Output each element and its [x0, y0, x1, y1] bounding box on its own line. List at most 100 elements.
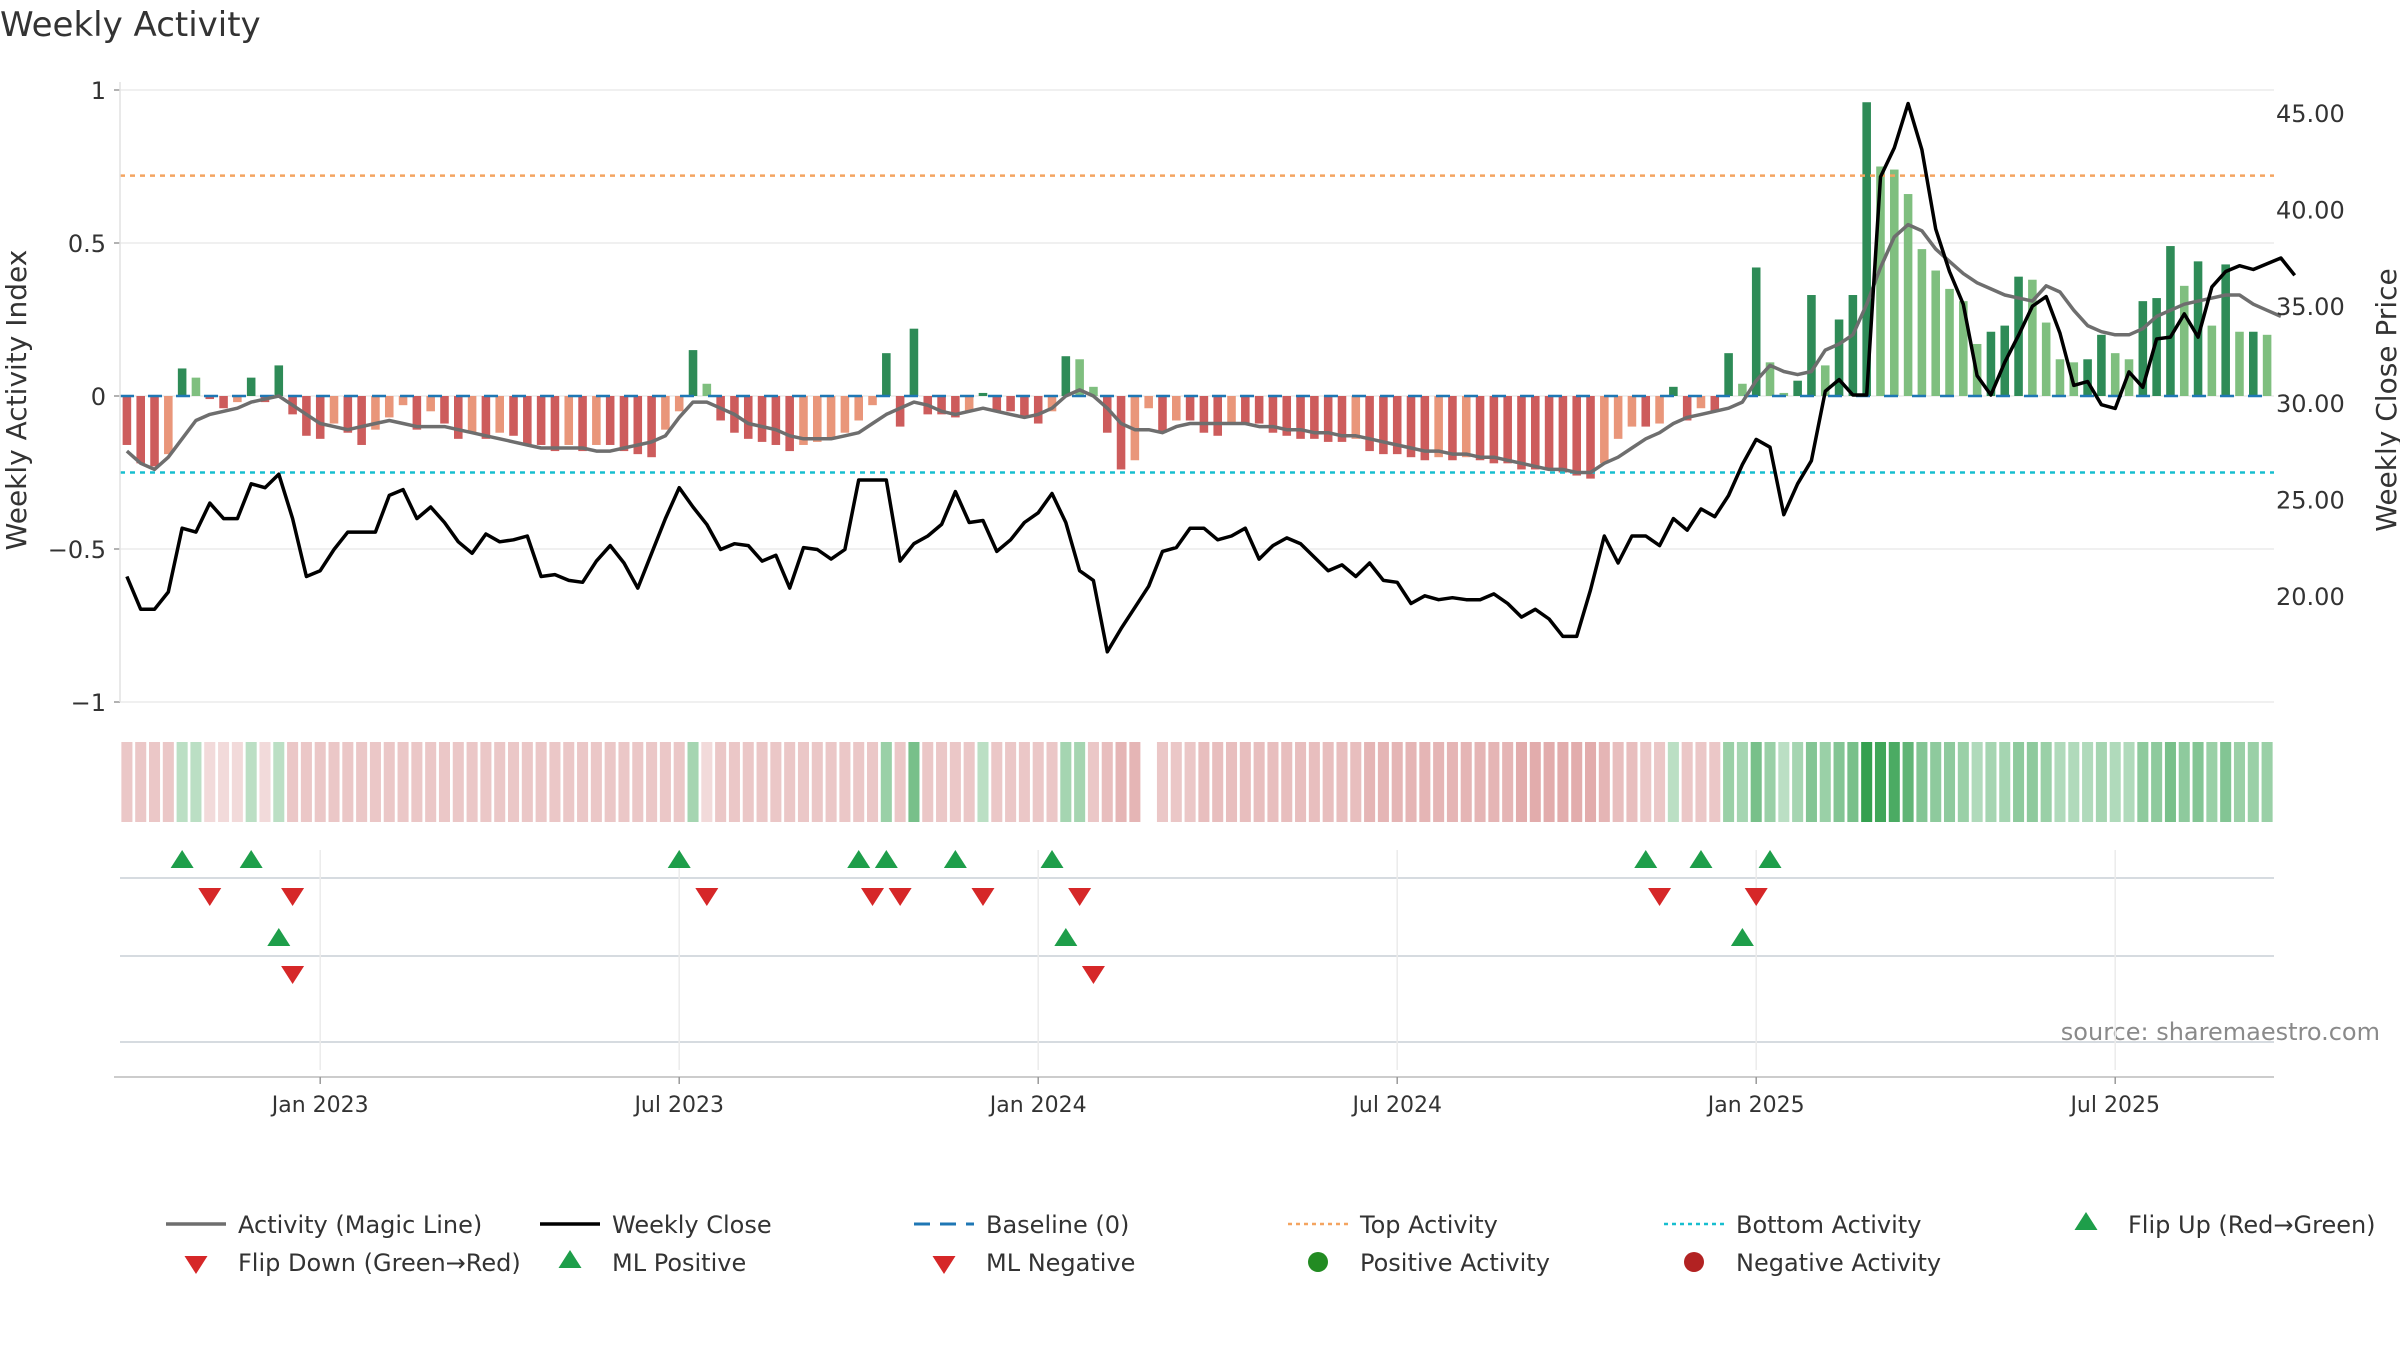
ribbon-cell [1419, 742, 1431, 822]
activity-bar [384, 396, 394, 418]
activity-bar [1572, 396, 1581, 476]
ribbon-cell [1571, 742, 1583, 822]
flip-down-marker [971, 888, 995, 906]
ribbon-cell [659, 742, 671, 822]
ribbon-cell [756, 742, 768, 822]
flip-down-marker [1068, 888, 1092, 906]
ribbon-cell [535, 742, 547, 822]
activity-bar [1047, 396, 1057, 412]
activity-bar [826, 396, 836, 439]
activity-bar [122, 396, 132, 445]
activity-bar [1751, 267, 1761, 396]
ribbon-cell [1847, 742, 1859, 822]
activity-bar [2028, 279, 2037, 396]
ribbon-cell [1819, 742, 1831, 822]
flip-up-marker [874, 850, 898, 868]
legend-label: Positive Activity [1360, 1249, 1550, 1277]
activity-bar [1379, 396, 1388, 455]
ribbon-cell [590, 742, 602, 822]
activity-bar [868, 396, 877, 406]
ribbon-cell [646, 742, 658, 822]
ribbon-cell [977, 742, 989, 822]
ribbon-cell [480, 742, 492, 822]
ribbon-cell [2233, 742, 2246, 822]
activity-bar [467, 396, 477, 433]
ribbon-cell [1377, 742, 1389, 822]
ribbon-cell [2013, 742, 2025, 822]
activity-bar [246, 377, 256, 396]
activity-bar [1862, 102, 1871, 397]
activity-bar [150, 396, 159, 467]
activity-bar [1434, 396, 1443, 458]
ribbon-cell [2220, 742, 2232, 822]
ribbon-cell [2040, 742, 2052, 822]
ribbon-cell [1943, 742, 1956, 822]
activity-bar [1006, 396, 1015, 412]
activity-bar [674, 396, 684, 412]
activity-bar [895, 396, 905, 427]
activity-bar [523, 396, 532, 445]
activity-bar [1544, 396, 1554, 470]
activity-bar [564, 396, 574, 445]
x-tick-label: Jul 2023 [632, 1093, 724, 1118]
ribbon-cell [411, 742, 423, 822]
ribbon-cell [1281, 742, 1293, 822]
activity-bar [1172, 396, 1181, 421]
x-tick-label: Jul 2025 [2068, 1093, 2160, 1118]
ribbon-cell [2151, 742, 2163, 822]
ribbon-cell [1667, 742, 1679, 822]
activity-bar [1089, 386, 1098, 396]
ribbon-cell [1225, 742, 1238, 822]
ribbon-cell [563, 742, 575, 822]
activity-bar [2124, 359, 2134, 396]
activity-bar [1558, 396, 1568, 473]
activity-bar [633, 396, 643, 455]
activity-bar [1890, 169, 1899, 396]
ribbon-cell [397, 742, 409, 822]
ml-positive-marker [267, 928, 291, 946]
ribbon-cell [825, 742, 837, 822]
reference-lines [120, 174, 2274, 474]
ribbon-cell [1584, 742, 1597, 822]
ribbon-cell [742, 742, 754, 822]
x-tick-label: Jan 2024 [988, 1093, 1087, 1118]
ribbon-cell [2095, 742, 2107, 822]
ribbon-cell [949, 742, 961, 822]
ribbon-cell [452, 742, 464, 822]
activity-bar [1917, 249, 1927, 396]
activity-bar [164, 396, 173, 455]
ribbon-cell [1322, 742, 1334, 822]
ribbon-cell [1433, 742, 1445, 822]
activity-bar [1655, 396, 1664, 424]
activity-bar [2055, 359, 2065, 396]
activity-bar [1531, 396, 1540, 470]
ribbon-cell [1971, 742, 1983, 822]
activity-bar [177, 368, 187, 396]
legend-item: Positive Activity [1308, 1249, 1550, 1277]
activity-bar [1765, 362, 1775, 396]
activity-bar [1696, 396, 1706, 409]
grid-layer [120, 89, 2274, 1070]
flip-up-marker [1758, 850, 1782, 868]
ml-negative-marker [1081, 966, 1105, 984]
ribbon-cell [162, 742, 174, 822]
activity-bar [233, 396, 242, 403]
weekly-close-line [125, 101, 2297, 654]
activity-bar [951, 396, 960, 418]
legend-label: ML Positive [612, 1249, 746, 1277]
activity-bar [2097, 334, 2106, 396]
ribbon-cell [1612, 742, 1624, 822]
activity-bar [343, 396, 353, 433]
right-tick-label: 40.00 [2276, 197, 2345, 225]
ribbon-cell [1488, 742, 1500, 822]
ribbon-cell [342, 742, 354, 822]
activity-bar [2083, 359, 2092, 396]
activity-bar [605, 396, 615, 445]
ribbon-cell [1101, 742, 1113, 822]
activity-bar [1903, 194, 1913, 396]
activity-bar [357, 396, 366, 445]
ribbon-cell [1253, 742, 1265, 822]
ribbon-cell [425, 742, 437, 822]
legend-item: Bottom Activity [1664, 1211, 1921, 1239]
